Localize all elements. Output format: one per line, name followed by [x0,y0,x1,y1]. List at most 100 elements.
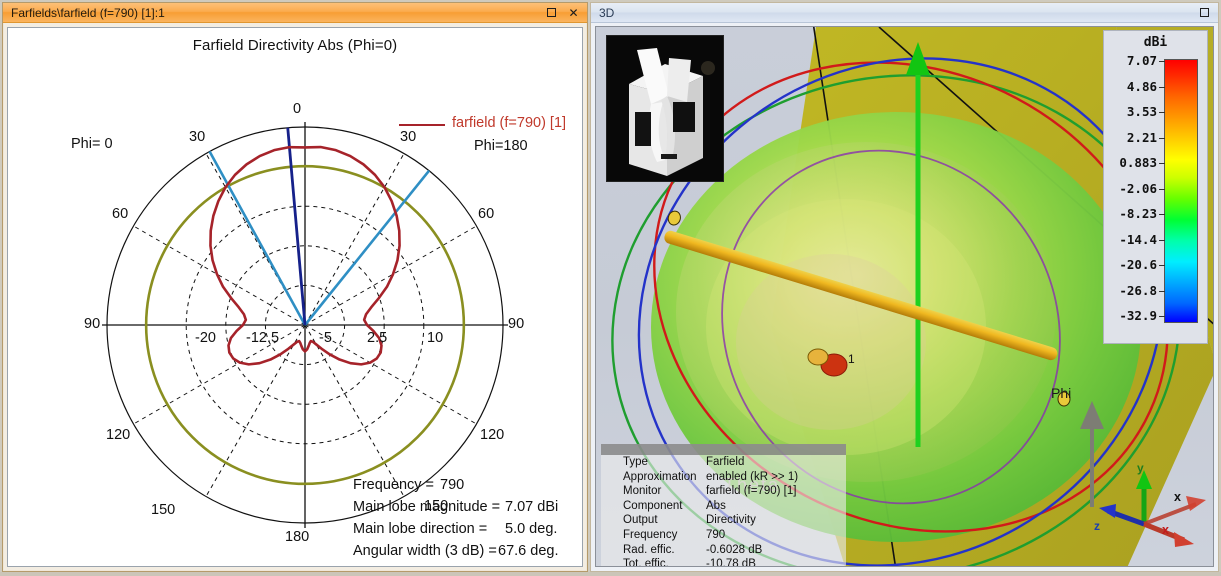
colorbar-value-2: 3.53 [1126,104,1157,119]
three-d-scene[interactable]: dBi 7.07 4.86 3.53 2.21 0.883 -2.06 -8.23 -14.4… [596,27,1213,566]
colorbar-value-7: -14.4 [1119,231,1157,247]
colorbar-value-10: -32.9 [1119,308,1157,323]
three-d-window-titlebar[interactable]: 3D [591,3,1218,23]
rod-end-right [1057,391,1071,407]
polar-spoke-120 [304,324,477,425]
colorbar-value-4: 0.883 [1119,155,1157,170]
legend-swatch [399,124,445,126]
overlay-key: Type [623,456,648,468]
three-db-circle [144,164,466,486]
overlay-key: Approximation [623,470,697,483]
phi-label-3d: Phi [1051,385,1072,401]
maximize-button[interactable] [545,6,558,19]
overlay-value: farfield (f=790) [1] [706,485,797,498]
colorbar-tick-3 [1159,137,1165,139]
port-label: 1 [848,352,855,366]
port-ring [807,348,829,366]
beamwidth-marker-0 [208,150,307,326]
angle-label-150r: 150 [424,498,449,514]
axis-arrow-y-head [906,42,930,75]
overlay-key: Frequency [623,528,678,541]
colorbar-gradient [1164,59,1198,323]
angle-label-60r: 60 [478,206,495,222]
overlay-key: Rad. effic. [623,543,675,556]
overlay-key: Monitor [623,485,662,498]
colorbar-tick-7 [1159,239,1165,241]
axis-label-y: y [1137,461,1144,475]
angle-label-150l: 150 [151,502,176,518]
overlay-value: Farfield [706,456,745,468]
three-d-window-title: 3D [599,5,615,20]
colorbar-value-9: -26.8 [1119,282,1157,298]
three-d-canvas[interactable]: dBi 7.07 4.86 3.53 2.21 0.883 -2.06 -8.23 -14.4… [595,26,1214,567]
overlay-row: Output Directivity [601,513,846,528]
maximize-icon [1200,8,1209,17]
polar-spoke-300 [133,225,306,326]
rod-end-left [667,210,681,226]
axis-label-z: z [1094,519,1100,533]
close-button[interactable]: ✕ [568,5,579,20]
overlay-row: Monitor farfield (f=790) [1] [601,484,846,499]
annotation-mainlobe-mag-value: 7.07 dBi [505,499,559,515]
maximize-button[interactable] [1198,6,1211,19]
overlay-row: Rad. effic. -0.6028 dB [601,543,846,558]
phi-left-label: Phi= 0 [71,136,113,152]
angle-label-180: 180 [285,529,310,545]
colorbar-tick-2 [1159,112,1165,113]
colorbar-tick-1 [1159,86,1165,88]
polar-spoke-210 [205,324,306,497]
overlay-row: Tot. effic. -10.78 dB [601,557,846,567]
farfield-window-buttons: ✕ [545,6,587,19]
colorbar-value-8: -20.6 [1119,257,1157,272]
overlay-key: Tot. effic. [623,558,669,567]
angle-label-0: 0 [293,101,302,117]
angle-label-60l: 60 [112,206,129,222]
axis-label-x: x [1174,490,1181,504]
radial-label-10: 10 [427,330,444,346]
overlay-value: -0.6028 dB [706,543,763,556]
annotation-sidelobe-value: -6.8 dB [474,565,521,566]
antenna-rod [664,210,1071,407]
farfield-info-overlay: Type Farfield Approximation enabled (kR >> … [601,444,846,567]
polar-spoke-30 [304,153,405,326]
axis-triad [1099,470,1206,547]
radial-label-2p5: 2.5 [367,330,388,346]
annotation-mainlobe-dir-value: 5.0 deg. [505,521,558,537]
overlay-value: -10.78 dB [706,558,756,567]
annotation-frequency-value: 790 [440,477,465,493]
annotation-sidelobe-label: Side lobe level = [353,565,464,566]
farfield-plot-canvas[interactable]: Farfield Directivity Abs (Phi=0) farfiel… [7,27,583,567]
overlay-row: Approximation enabled (kR >> 1) [601,470,846,485]
colorbar-tick-8 [1159,265,1165,266]
three-d-render-svg [611,27,1213,566]
colorbar-tick-9 [1159,290,1165,292]
angle-label-90r: 90 [508,316,525,332]
overlay-rows: Type Farfield Approximation enabled (kR >> … [601,455,846,567]
colorbar-unit: dBi [1143,35,1168,50]
radial-label-m125: -12.5 [246,330,280,346]
legend-label: farfield (f=790) [1] [452,115,567,131]
colorbar-value-5: -2.06 [1119,180,1157,196]
farfield-window-titlebar[interactable]: Farfields\farfield (f=790) [1]:1 ✕ [3,3,587,23]
radiation-lobe-inner [676,142,1056,482]
angle-label-120r: 120 [480,427,505,443]
farfield-plot-window: Farfields\farfield (f=790) [1]:1 ✕ Farfi… [2,2,588,572]
overlay-row: Frequency 790 [601,528,846,543]
overlay-value: Abs [706,499,726,512]
gray-arrow [1080,401,1104,507]
radial-label-m20: -20 [195,330,216,346]
colorbar-value-6: -8.23 [1119,206,1157,221]
axis-label-x-red: x [1162,523,1169,537]
colorbar-tick-10 [1159,316,1165,317]
polar-diagram-svg [102,122,508,528]
colorbar-value-3: 2.21 [1126,129,1157,145]
angle-label-90l: 90 [84,316,101,332]
overlay-row: Type Farfield [601,455,846,470]
colorbar-tick-4 [1159,163,1165,164]
farfield-window-title: Farfields\farfield (f=790) [1]:1 [11,5,165,20]
three-d-window: 3D [590,2,1219,572]
polar-spoke-150 [304,324,405,497]
angle-label-30r: 30 [400,129,417,145]
overlay-key: Output [623,514,658,527]
angle-label-120l: 120 [106,427,131,443]
